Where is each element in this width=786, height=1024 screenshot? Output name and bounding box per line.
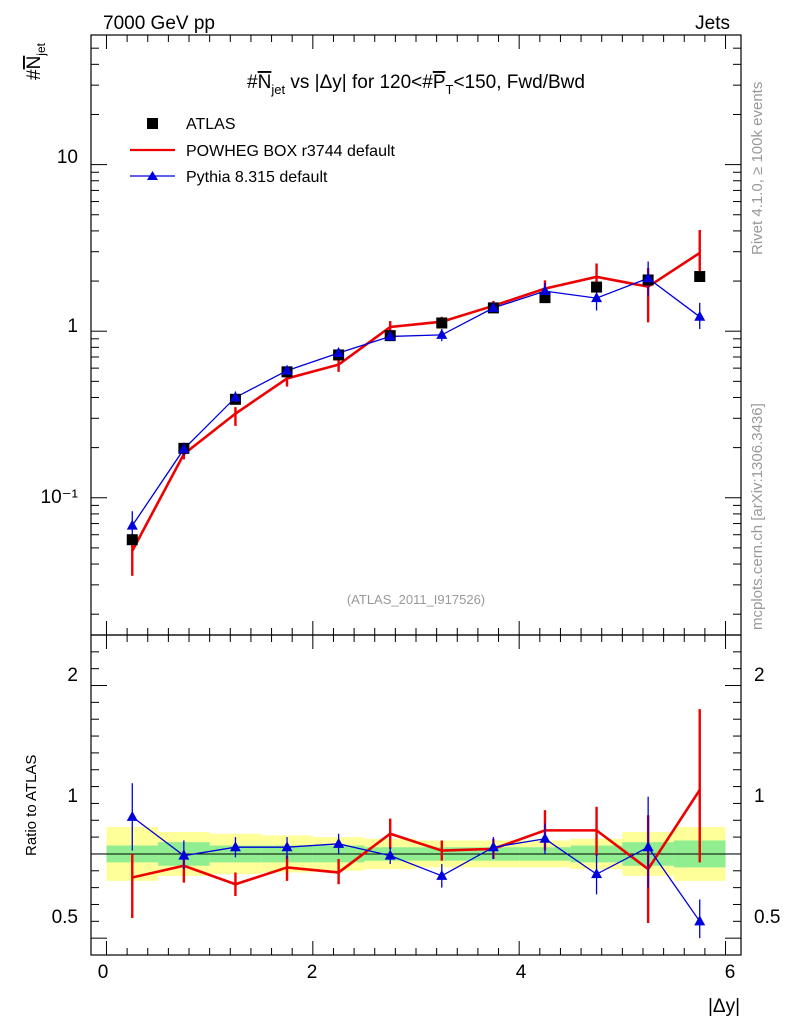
pythia-line: [131, 277, 701, 527]
pythia-ratio-point: [281, 841, 293, 852]
pythia-data-point: [591, 292, 603, 303]
ratio-plot-frame: [90, 634, 742, 956]
atlas-data-point: [436, 317, 448, 329]
x-tick-label: 2: [307, 962, 318, 983]
x-tick-label: 6: [725, 962, 736, 983]
pythia-ratio-point: [539, 832, 551, 843]
data-series: [126, 230, 706, 939]
pythia-ratio-point: [384, 849, 396, 860]
pythia-ratio-point: [178, 849, 190, 860]
analysis-watermark: (ATLAS_2011_I917526): [347, 592, 485, 607]
y-axis-label-main: #Njet: [24, 42, 48, 80]
pythia-ratio-point: [229, 841, 241, 852]
pythia-data-point: [436, 328, 448, 339]
pythia-data-point: [333, 346, 345, 357]
header-left: 7000 GeV pp: [103, 13, 215, 34]
axis-ticks: [91, 34, 741, 956]
pythia-ratio-point: [487, 841, 499, 852]
x-tick-label: 0: [98, 962, 109, 983]
y-tick-label-main: 10⁻¹: [41, 487, 79, 508]
legend-pythia-marker: [147, 171, 158, 180]
pythia-data-point: [229, 391, 241, 402]
pythia-ratio-point: [436, 869, 448, 880]
powheg-line: [131, 251, 701, 552]
y-tick-label-ratio-right: 0.5: [754, 907, 780, 928]
y-tick-label-main: 10: [57, 147, 78, 168]
header-right: Jets: [695, 13, 730, 34]
pythia-data-point: [539, 285, 551, 296]
y-axis-label-ratio: Ratio to ATLAS: [23, 755, 40, 856]
pythia-ratio-point: [694, 915, 706, 926]
legend-atlas-marker: [147, 118, 158, 129]
pythia-data-point: [281, 364, 293, 375]
mcplots-url-text: mcplots.cern.ch [arXiv:1306.3436]: [749, 403, 766, 630]
y-tick-label-ratio-left: 2: [67, 665, 78, 686]
y-tick-label-main: 1: [67, 316, 78, 337]
atlas-data-point: [694, 270, 706, 282]
pythia-ratio-point: [591, 868, 603, 879]
pythia-data-point: [126, 519, 138, 530]
y-tick-label-ratio-right: 1: [754, 786, 765, 807]
atlas-data-point: [126, 534, 138, 546]
chart-title: #Njet vs |Δy| for 120<#PT<150, Fwd/Bwd: [247, 72, 585, 97]
y-tick-label-ratio-left: 0.5: [52, 907, 78, 928]
legend: ATLAS POWHEG BOX r3744 default Pythia 8.…: [130, 116, 396, 186]
pythia-ratio-point: [126, 810, 138, 821]
pythia-ratio-point: [333, 837, 345, 848]
pythia-ratio-point: [642, 841, 654, 852]
atlas-data-point: [591, 281, 603, 293]
pythia-data-point: [178, 443, 190, 454]
rivet-version-text: Rivet 4.1.0, ≥ 100k events: [749, 82, 766, 255]
legend-powheg-label: POWHEG BOX r3744 default: [186, 143, 396, 160]
y-tick-label-ratio-right: 2: [754, 665, 765, 686]
pythia-data-point: [694, 310, 706, 321]
x-axis-label: |Δy|: [708, 996, 740, 1017]
pythia-data-point: [487, 301, 499, 312]
pythia-data-point: [384, 330, 396, 341]
pythia-data-point: [642, 272, 654, 283]
legend-pythia-label: Pythia 8.315 default: [186, 169, 328, 186]
y-tick-label-ratio-left: 1: [67, 786, 78, 807]
powheg-ratio-line: [131, 789, 701, 886]
legend-atlas-label: ATLAS: [186, 116, 236, 133]
pythia-ratio-line: [131, 816, 701, 922]
atlas-data-point: [539, 292, 551, 304]
x-tick-label: 4: [516, 962, 527, 983]
